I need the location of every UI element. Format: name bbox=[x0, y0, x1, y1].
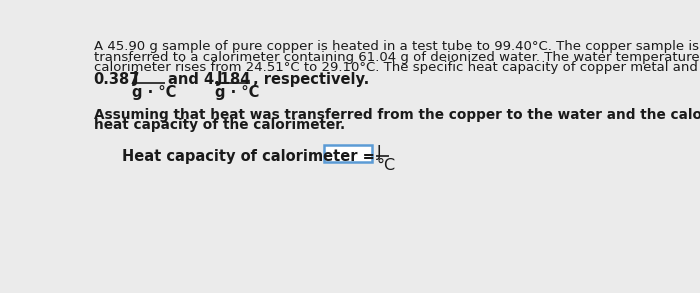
Text: J: J bbox=[133, 71, 139, 86]
Text: and 4.184: and 4.184 bbox=[168, 72, 251, 87]
Text: J: J bbox=[377, 145, 382, 160]
Text: g · °C: g · °C bbox=[216, 85, 260, 100]
Text: heat capacity of the calorimeter.: heat capacity of the calorimeter. bbox=[94, 118, 345, 132]
Text: Assuming that heat was transferred from the copper to the water and the calorime: Assuming that heat was transferred from … bbox=[94, 108, 700, 122]
Text: A 45.90 g sample of pure copper is heated in a test tube to 99.40°C. The copper : A 45.90 g sample of pure copper is heate… bbox=[94, 40, 700, 53]
Text: g · °C: g · °C bbox=[132, 85, 176, 100]
Text: transferred to a calorimeter containing 61.04 g of deionized water. The water te: transferred to a calorimeter containing … bbox=[94, 51, 700, 64]
Text: J: J bbox=[217, 71, 223, 86]
FancyBboxPatch shape bbox=[324, 145, 372, 162]
Text: 0.387: 0.387 bbox=[94, 72, 140, 87]
Text: °C: °C bbox=[377, 158, 395, 173]
Text: calorimeter rises from 24.51°C to 29.10°C. The specific heat capacity of copper : calorimeter rises from 24.51°C to 29.10°… bbox=[94, 61, 700, 74]
Text: , respectively.: , respectively. bbox=[253, 72, 370, 87]
Text: Heat capacity of calorimeter =: Heat capacity of calorimeter = bbox=[122, 149, 375, 164]
